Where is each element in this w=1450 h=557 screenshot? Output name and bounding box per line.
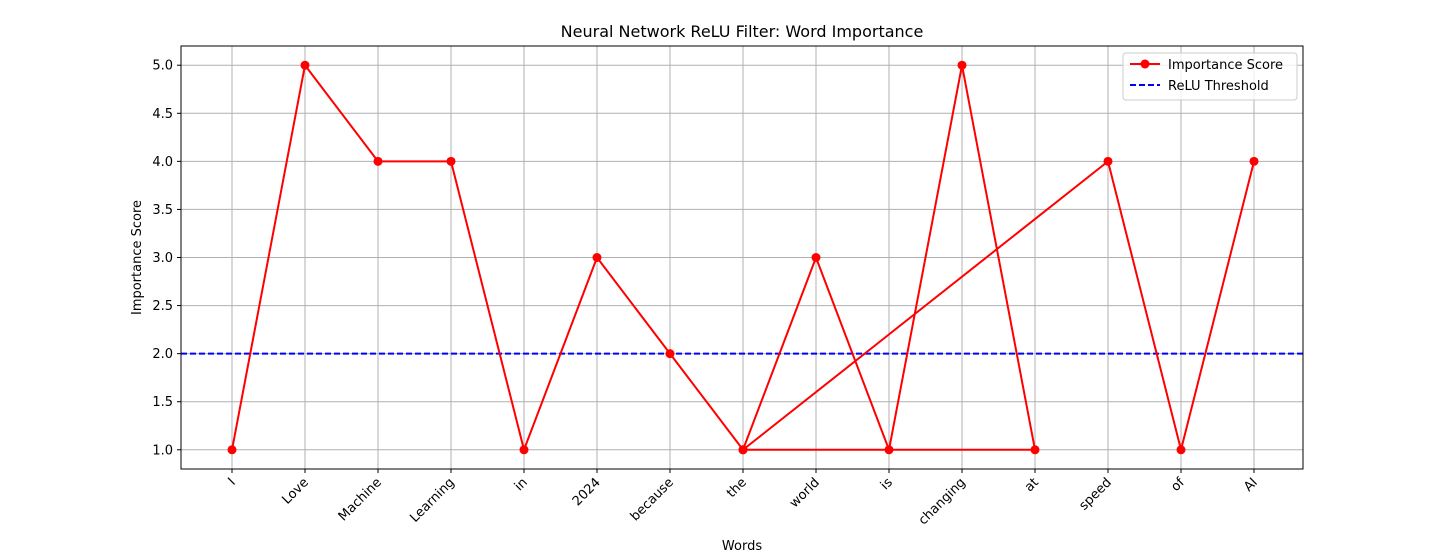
data-point-love <box>300 60 310 70</box>
y-tick-label: 5.0 <box>152 59 173 74</box>
data-point-learning <box>446 156 456 166</box>
legend-marker-importance-score <box>1140 59 1150 69</box>
series-layer <box>227 60 1259 455</box>
y-tick-label: 1.0 <box>152 443 173 458</box>
y-tick-label: 4.0 <box>152 155 173 170</box>
data-point-of <box>1176 445 1186 455</box>
y-tick-label: 1.5 <box>152 395 173 410</box>
data-point-in <box>519 445 529 455</box>
legend-label-relu-threshold: ReLU Threshold <box>1168 79 1269 94</box>
data-point-the <box>738 445 748 455</box>
data-point-changing <box>957 60 967 70</box>
data-point-is <box>884 445 894 455</box>
y-tick-label: 2.0 <box>152 347 173 362</box>
legend-label-importance-score: Importance Score <box>1168 58 1283 73</box>
data-point-ai <box>1249 156 1259 166</box>
data-point-2024 <box>592 253 602 262</box>
data-point-world <box>811 253 821 262</box>
y-tick-label: 2.5 <box>152 299 173 314</box>
x-axis-title: Words <box>722 539 762 554</box>
grid <box>181 46 1303 469</box>
data-point-at <box>1030 445 1040 455</box>
data-point-speed <box>1103 156 1113 166</box>
data-point-i <box>227 445 237 455</box>
legend-box <box>1122 52 1298 101</box>
legend: Importance Score ReLU Threshold <box>1122 52 1298 101</box>
y-tick-label: 3.5 <box>152 203 173 218</box>
chart-title: Neural Network ReLU Filter: Word Importa… <box>561 22 924 41</box>
y-axis-title: Importance Score <box>130 200 145 315</box>
data-point-machine <box>373 156 383 166</box>
importance-score-line <box>231 64 1255 451</box>
data-point-because <box>665 349 675 359</box>
y-tick-label: 3.0 <box>152 251 173 266</box>
y-tick-label: 4.5 <box>152 107 173 122</box>
